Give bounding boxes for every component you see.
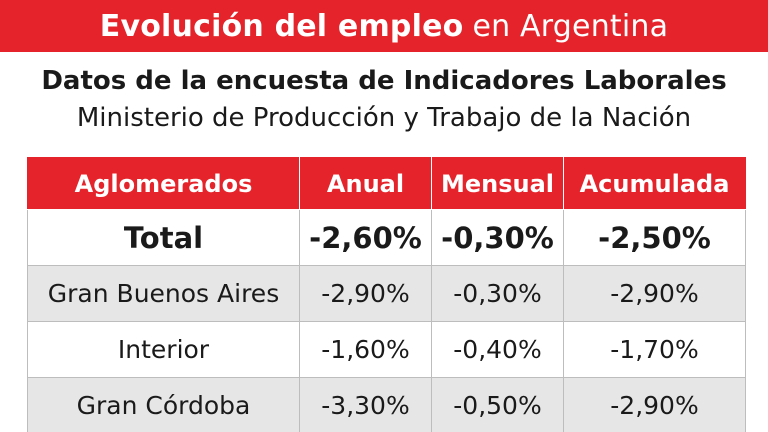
cell-acumulada: -2,90% xyxy=(563,377,746,432)
table-row-gran-cordoba: Gran Córdoba -3,30% -0,50% -2,90% xyxy=(27,377,746,432)
cell-region: Total xyxy=(27,209,300,266)
table-header-row: Aglomerados Anual Mensual Acumulada xyxy=(27,157,746,210)
title-bold: Evolución del empleo xyxy=(99,8,464,44)
cell-anual: -3,30% xyxy=(299,377,432,432)
cell-anual: -1,60% xyxy=(299,321,432,378)
cell-region: Gran Córdoba xyxy=(27,377,300,432)
cell-acumulada: -2,50% xyxy=(563,209,746,266)
cell-mensual: -0,30% xyxy=(431,265,564,322)
cell-mensual: -0,30% xyxy=(431,209,564,266)
employment-table: Aglomerados Anual Mensual Acumulada Tota… xyxy=(27,157,746,432)
cell-anual: -2,90% xyxy=(299,265,432,322)
column-header-acumulada: Acumulada xyxy=(563,157,746,210)
cell-region: Gran Buenos Aires xyxy=(27,265,300,322)
table-row-gran-buenos-aires: Gran Buenos Aires -2,90% -0,30% -2,90% xyxy=(27,265,746,322)
cell-anual: -2,60% xyxy=(299,209,432,266)
subtitle: Datos de la encuesta de Indicadores Labo… xyxy=(41,66,727,96)
column-header-anual: Anual xyxy=(299,157,432,210)
cell-acumulada: -1,70% xyxy=(563,321,746,378)
table-row-total: Total -2,60% -0,30% -2,50% xyxy=(27,209,746,266)
column-header-mensual: Mensual xyxy=(431,157,564,210)
table-row-interior: Interior -1,60% -0,40% -1,70% xyxy=(27,321,746,378)
title-banner: Evolución del empleo en Argentina xyxy=(0,0,768,52)
cell-mensual: -0,50% xyxy=(431,377,564,432)
title-rest: en Argentina xyxy=(472,8,669,44)
cell-mensual: -0,40% xyxy=(431,321,564,378)
column-header-aglomerados: Aglomerados xyxy=(27,157,300,210)
source-line: Ministerio de Producción y Trabajo de la… xyxy=(76,103,692,133)
cell-region: Interior xyxy=(27,321,300,378)
cell-acumulada: -2,90% xyxy=(563,265,746,322)
